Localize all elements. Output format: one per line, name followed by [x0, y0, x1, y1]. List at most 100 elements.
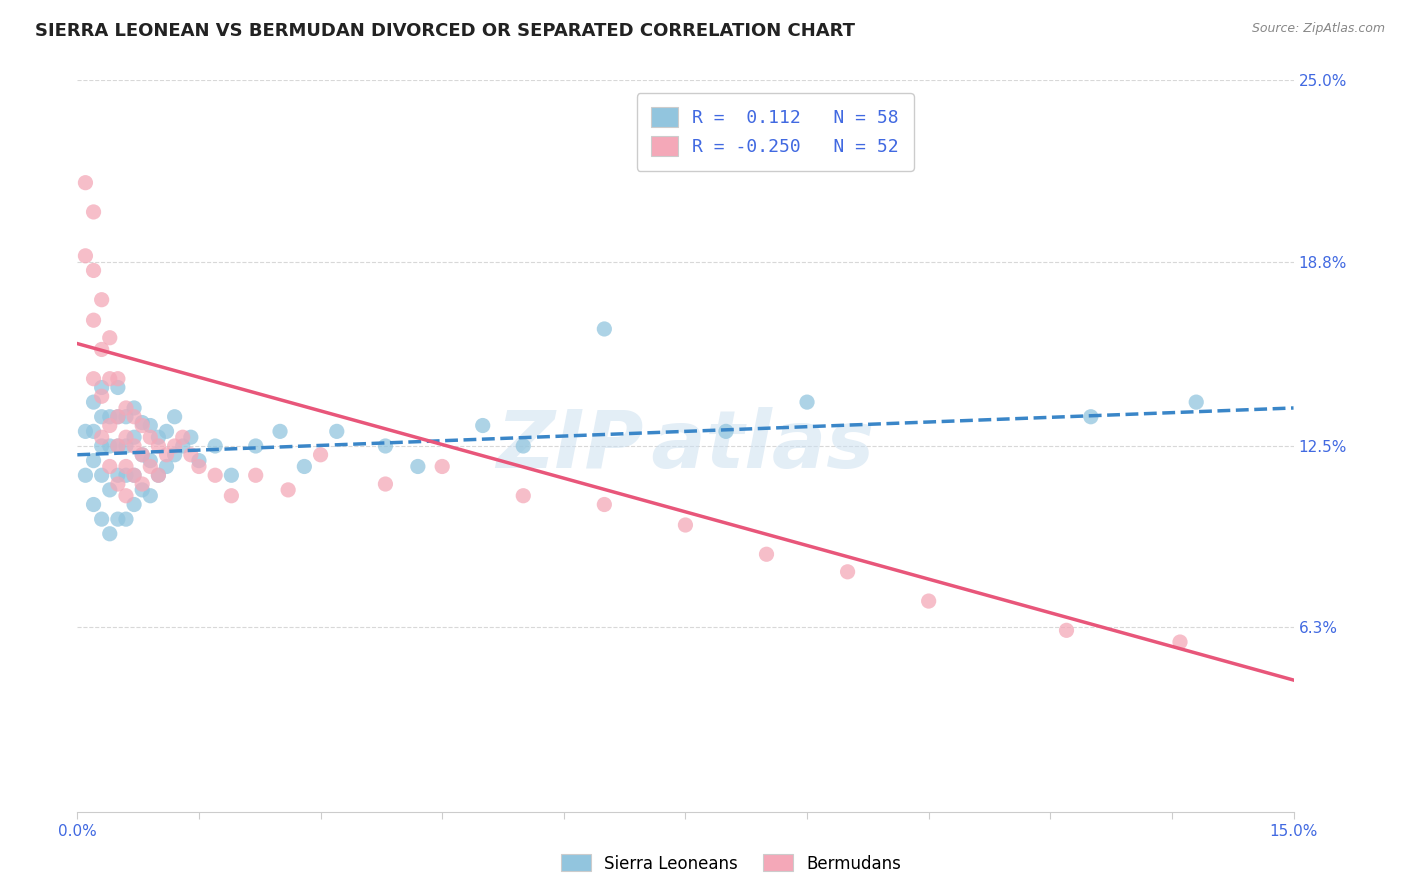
- Point: [107, 512, 129, 526]
- Point: [107, 409, 129, 424]
- Point: [83, 395, 105, 409]
- Point: [1185, 395, 1208, 409]
- Point: [374, 439, 396, 453]
- Point: [115, 439, 138, 453]
- Point: [148, 468, 170, 483]
- Point: [83, 313, 105, 327]
- Point: [155, 425, 177, 439]
- Point: [115, 401, 138, 415]
- Point: [115, 489, 138, 503]
- Point: [115, 409, 138, 424]
- Point: [512, 489, 534, 503]
- Point: [115, 459, 138, 474]
- Point: [796, 395, 818, 409]
- Point: [98, 483, 121, 497]
- Point: [430, 459, 453, 474]
- Point: [675, 518, 697, 533]
- Point: [269, 425, 291, 439]
- Point: [155, 448, 177, 462]
- Point: [163, 409, 186, 424]
- Point: [139, 453, 162, 467]
- Point: [180, 448, 202, 462]
- Point: [188, 459, 211, 474]
- Point: [107, 409, 129, 424]
- Point: [98, 418, 121, 433]
- Point: [714, 425, 737, 439]
- Point: [122, 468, 145, 483]
- Point: [204, 468, 226, 483]
- Point: [90, 430, 112, 444]
- Point: [139, 459, 162, 474]
- Point: [180, 430, 202, 444]
- Point: [107, 439, 129, 453]
- Point: [131, 416, 153, 430]
- Point: [406, 459, 429, 474]
- Point: [1168, 635, 1191, 649]
- Text: SIERRA LEONEAN VS BERMUDAN DIVORCED OR SEPARATED CORRELATION CHART: SIERRA LEONEAN VS BERMUDAN DIVORCED OR S…: [35, 22, 855, 40]
- Point: [188, 453, 211, 467]
- Point: [163, 439, 186, 453]
- Point: [90, 409, 112, 424]
- Point: [75, 249, 97, 263]
- Point: [1056, 624, 1078, 638]
- Point: [221, 489, 243, 503]
- Point: [245, 468, 267, 483]
- Point: [90, 439, 112, 453]
- Point: [90, 343, 112, 357]
- Point: [98, 459, 121, 474]
- Point: [172, 430, 194, 444]
- Point: [83, 372, 105, 386]
- Point: [139, 418, 162, 433]
- Text: ZIP atlas: ZIP atlas: [496, 407, 875, 485]
- Point: [107, 477, 129, 491]
- Point: [83, 498, 105, 512]
- Point: [122, 401, 145, 415]
- Point: [75, 425, 97, 439]
- Point: [139, 489, 162, 503]
- Point: [98, 439, 121, 453]
- Point: [98, 372, 121, 386]
- Point: [98, 331, 121, 345]
- Point: [148, 439, 170, 453]
- Point: [98, 409, 121, 424]
- Point: [326, 425, 349, 439]
- Point: [83, 425, 105, 439]
- Point: [593, 322, 616, 336]
- Point: [107, 439, 129, 453]
- Point: [309, 448, 332, 462]
- Point: [837, 565, 859, 579]
- Point: [221, 468, 243, 483]
- Text: Source: ZipAtlas.com: Source: ZipAtlas.com: [1251, 22, 1385, 36]
- Point: [593, 498, 616, 512]
- Point: [83, 453, 105, 467]
- Point: [90, 293, 112, 307]
- Point: [90, 380, 112, 394]
- Point: [471, 418, 494, 433]
- Point: [277, 483, 299, 497]
- Point: [90, 468, 112, 483]
- Point: [131, 483, 153, 497]
- Point: [918, 594, 941, 608]
- Point: [204, 439, 226, 453]
- Point: [512, 439, 534, 453]
- Point: [107, 380, 129, 394]
- Point: [122, 430, 145, 444]
- Point: [115, 468, 138, 483]
- Point: [83, 263, 105, 277]
- Point: [139, 430, 162, 444]
- Point: [115, 430, 138, 444]
- Point: [131, 448, 153, 462]
- Point: [75, 176, 97, 190]
- Point: [755, 547, 778, 561]
- Point: [131, 448, 153, 462]
- Point: [115, 512, 138, 526]
- Point: [107, 372, 129, 386]
- Point: [90, 389, 112, 403]
- Point: [292, 459, 315, 474]
- Point: [75, 468, 97, 483]
- Point: [98, 526, 121, 541]
- Legend: R =  0.112   N = 58, R = -0.250   N = 52: R = 0.112 N = 58, R = -0.250 N = 52: [637, 93, 914, 170]
- Point: [131, 418, 153, 433]
- Point: [107, 468, 129, 483]
- Point: [90, 512, 112, 526]
